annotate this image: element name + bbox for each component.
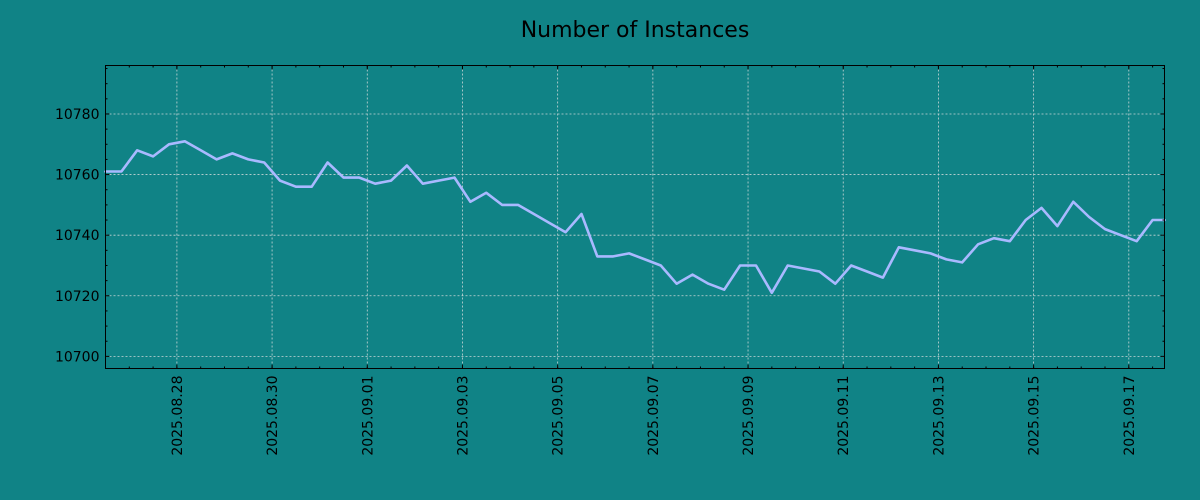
- x-tick-label: 2025.08.30: [265, 376, 281, 456]
- x-tick-label: 2025.09.09: [741, 376, 757, 456]
- y-axis: 10700 10720 10740 10760 10780: [55, 68, 1165, 365]
- chart-title: Number of Instances: [521, 18, 750, 43]
- series-layer: [104, 140, 1166, 295]
- y-tick-label: 10760: [55, 168, 100, 184]
- x-tick-label: 2025.09.05: [551, 376, 567, 456]
- y-tick-label: 10740: [55, 228, 100, 244]
- x-tick-label: 2025.09.03: [455, 376, 471, 456]
- x-axis: 2025.08.28 2025.08.30 2025.09.01 2025.09.03…: [105, 65, 1154, 456]
- x-tick-label: 2025.09.01: [360, 376, 376, 456]
- x-tick-label: 2025.09.13: [931, 376, 947, 456]
- x-tick-label: 2025.09.11: [836, 376, 852, 456]
- y-tick-label: 10700: [55, 349, 100, 365]
- x-tick-label: 2025.08.28: [170, 376, 186, 456]
- x-tick-label: 2025.09.15: [1027, 376, 1043, 456]
- y-tick-label: 10780: [55, 107, 100, 123]
- series-line: [104, 140, 1166, 295]
- y-tick-label: 10720: [55, 289, 100, 305]
- x-tick-label: 2025.09.17: [1122, 376, 1138, 456]
- grid-lines: [105, 65, 1165, 369]
- x-tick-label: 2025.09.07: [646, 376, 662, 456]
- plot-frame: [105, 65, 1165, 369]
